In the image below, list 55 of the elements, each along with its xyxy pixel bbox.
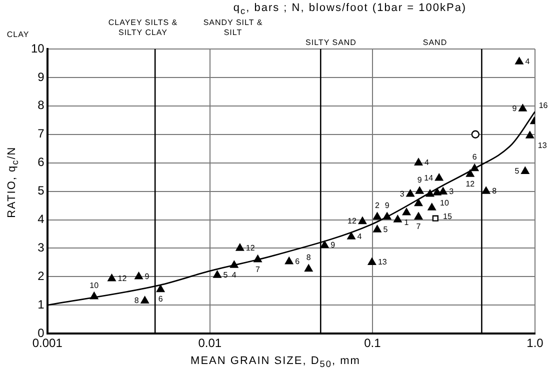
annotation: 14	[424, 173, 434, 182]
text: CLAY	[6, 29, 30, 40]
chart-title: q$_{c}$, bars ; N, blows/foot (1bar = 100kPa)	[232, 2, 468, 16]
annotation: 4	[357, 232, 362, 242]
annotation: 12	[246, 243, 256, 252]
text: CLAYEY SILTS & SILTY CLAY	[107, 18, 179, 38]
annotation: 7	[256, 264, 261, 274]
text: SANDY SILT & SILT	[202, 18, 264, 38]
annotation: 10	[440, 198, 450, 208]
annotation: 2	[375, 201, 380, 210]
annotation: 12	[348, 216, 358, 226]
y-tick-label: 3	[38, 240, 45, 255]
annotation: 8	[492, 186, 498, 196]
annotation: 3	[400, 189, 405, 198]
annotation: 13	[538, 141, 548, 150]
annotation: 5	[383, 224, 388, 234]
annotation: 9	[512, 104, 518, 113]
y-tick-label: 10	[30, 41, 45, 56]
y-tick-label: 4	[38, 212, 45, 226]
annotation: 10	[90, 280, 100, 290]
y-tick-label: 7	[38, 126, 45, 141]
annotation: 12	[118, 274, 128, 283]
annotation: 15	[443, 212, 452, 222]
annotation: 5	[514, 166, 520, 176]
annotation: 6	[472, 152, 478, 162]
x-tick-label: 0.01	[198, 336, 222, 350]
annotation: 7	[416, 222, 422, 232]
annotation: 9	[417, 176, 422, 185]
annotation: 13	[378, 258, 388, 267]
y-tick-label: 9	[38, 70, 45, 84]
annotation: 4	[232, 270, 237, 280]
text: SAND	[422, 37, 448, 48]
annotation: 16	[538, 101, 548, 110]
annotation: 8	[134, 296, 140, 306]
x-tick-label: 1.0	[526, 336, 544, 350]
y-tick-label: 6	[38, 155, 45, 170]
annotation: 9	[330, 240, 336, 250]
annotation: 12	[466, 179, 476, 188]
annotation: 4	[525, 57, 530, 66]
annotation: 1	[404, 218, 410, 227]
y-tick-label: 1	[38, 297, 45, 312]
annotation: 8	[306, 253, 312, 262]
x-tick-label: 0.1	[364, 336, 382, 350]
y-tick-label: 5	[38, 184, 45, 198]
annotation: 6	[295, 256, 300, 266]
annotation: 4	[424, 158, 430, 168]
annotation: 9	[144, 272, 150, 281]
x-axis-title: MEAN GRAIN SIZE, D$_{50}$, mm	[190, 355, 362, 370]
annotation: 6	[158, 294, 164, 304]
annotation: 3	[449, 187, 454, 196]
text: SILTY SAND	[304, 37, 358, 48]
annotation: 5	[223, 270, 228, 280]
y-tick-label: 8	[38, 98, 45, 112]
annotation: 9	[384, 201, 390, 210]
y-tick-label: 2	[38, 268, 45, 283]
